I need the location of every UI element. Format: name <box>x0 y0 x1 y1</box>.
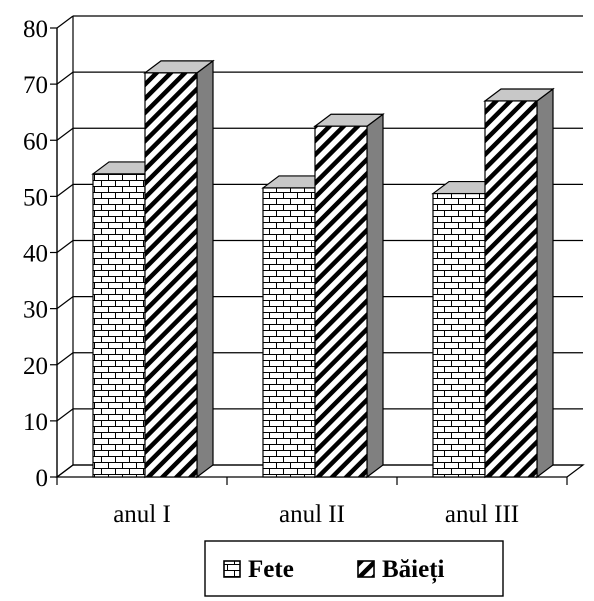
legend-swatch <box>357 560 375 578</box>
legend-swatch <box>223 560 241 578</box>
bar-front <box>144 72 198 478</box>
bar-front <box>92 173 146 478</box>
gridline-side <box>56 183 74 197</box>
legend-label: Băieți <box>382 556 445 584</box>
gridline-side <box>56 296 74 310</box>
y-tick-label: 60 <box>23 128 48 155</box>
bar-front <box>262 187 316 478</box>
y-tick-label: 80 <box>23 16 48 43</box>
category-label: anul II <box>279 501 345 528</box>
category-label: anul I <box>113 501 171 528</box>
category-label: anul III <box>445 501 519 528</box>
y-tick-label: 70 <box>23 72 48 99</box>
gridline-side <box>56 240 74 253</box>
legend: Fete Băieți <box>204 540 504 597</box>
bar <box>143 59 215 479</box>
gridline-side <box>56 127 74 141</box>
y-tick-label: 50 <box>23 184 48 211</box>
bar-side <box>366 113 384 479</box>
gridline-side <box>56 352 74 366</box>
bars <box>91 59 555 479</box>
y-tick-label: 0 <box>36 465 49 492</box>
legend-box <box>204 540 504 597</box>
bar <box>313 113 385 479</box>
gridline-side <box>56 408 74 422</box>
y-tick-label: 10 <box>23 409 48 436</box>
gridline-side <box>56 71 74 85</box>
y-tick-label: 30 <box>23 297 48 324</box>
legend-label: Fete <box>248 556 294 583</box>
bar-front <box>484 100 538 478</box>
gridline-side <box>56 15 74 29</box>
bar <box>483 87 555 479</box>
y-tick-label: 40 <box>23 241 48 268</box>
bar-front <box>314 125 368 478</box>
y-tick-label: 20 <box>23 353 48 380</box>
labels: 0 10 20 30 40 50 60 70 80 anul I anul II anul III <box>23 16 519 528</box>
bar-front <box>432 192 486 478</box>
bar-side <box>196 59 214 479</box>
bar-side <box>536 87 554 479</box>
